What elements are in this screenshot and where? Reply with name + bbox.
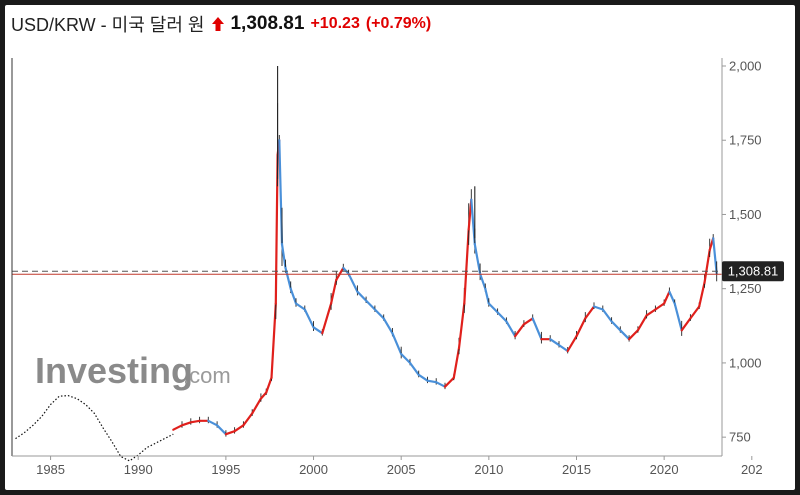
candle-segment: [356, 290, 368, 302]
price-tag-label: 1,308.81: [728, 264, 779, 279]
candle-segment: [610, 320, 622, 332]
y-tick-label: 1,000: [729, 355, 762, 370]
series-pre-1992-line: [15, 394, 174, 462]
candle-segment: [294, 302, 306, 311]
candle-segment: [289, 287, 298, 305]
candle-segment: [207, 419, 219, 427]
candle-segment: [689, 305, 701, 320]
y-tick-label: 1,500: [729, 207, 762, 222]
candle-segment: [189, 419, 201, 424]
candle-segment: [473, 243, 482, 275]
chart-frame: USD/KRW - 미국 달러 원 1,308.81 +10.23 (+0.79…: [5, 5, 795, 490]
y-tick-label: 750: [729, 430, 751, 445]
watermark-suffix: .com: [183, 363, 231, 388]
candle-segment: [487, 302, 499, 314]
y-tick-label: 1,750: [729, 133, 762, 148]
candle-segment: [479, 272, 487, 290]
candle-segment: [712, 237, 718, 275]
quote-header: USD/KRW - 미국 달러 원 1,308.81 +10.23 (+0.79…: [11, 9, 431, 39]
x-tick-label: 2015: [562, 462, 591, 477]
candle-segment: [224, 430, 236, 436]
candle-segment: [645, 308, 657, 317]
candle-segment: [698, 281, 706, 308]
candle-segment: [619, 329, 631, 341]
candle-segment: [233, 424, 245, 433]
x-tick-label: 1985: [36, 462, 65, 477]
candle-segment: [703, 249, 711, 284]
candle-segment: [347, 272, 359, 293]
watermark-brand: Investing: [35, 350, 193, 391]
investing-watermark: Investing .com: [35, 350, 231, 391]
x-tick-label: 2010: [474, 462, 503, 477]
candle-segment: [584, 305, 596, 320]
x-tick-label: 2005: [387, 462, 416, 477]
candle-segment: [680, 317, 692, 332]
axes: 2,000 1,750 1,500 1,250 1,000 750 1985 1990 1995…: [11, 58, 763, 477]
candle-segment: [330, 278, 338, 305]
candle-segment: [242, 412, 254, 427]
candle-segment: [668, 290, 676, 305]
up-arrow-icon: [212, 17, 225, 31]
candle-segment: [513, 323, 526, 338]
candle-segment: [426, 379, 438, 384]
candle-segment: [303, 308, 315, 329]
current-price-tag: 1,308.81: [722, 261, 784, 282]
symbol-title: USD/KRW - 미국 달러 원: [11, 15, 205, 35]
candle-segment: [280, 243, 287, 269]
candle-segment: [452, 347, 461, 379]
candle-segment: [172, 424, 184, 431]
candle-segment: [265, 376, 273, 394]
candle-segment: [531, 317, 543, 341]
series-layer: [15, 66, 718, 462]
candle-segment: [216, 424, 227, 436]
candle-segment: [592, 305, 604, 311]
candle-segment: [435, 381, 447, 388]
candle-segment: [443, 376, 455, 388]
x-tick-label: 202: [741, 462, 763, 477]
candle-segment: [636, 314, 648, 332]
candle-segment: [575, 317, 587, 338]
candle-segment: [417, 373, 429, 382]
candle-segment: [662, 290, 671, 305]
candle-segment: [673, 302, 683, 332]
candle-segment: [522, 317, 534, 326]
candle-segment: [373, 308, 385, 320]
x-tick-label: 2020: [650, 462, 679, 477]
candle-segment: [566, 335, 578, 353]
candle-segment: [391, 332, 403, 356]
candle-segment: [463, 228, 470, 305]
price-change: +10.23: [310, 15, 360, 32]
candle-segment: [457, 302, 466, 350]
candle-segment: [400, 352, 412, 364]
candle-segment: [251, 397, 262, 415]
price-change-percent: (+0.79%): [365, 15, 432, 32]
reference-lines: [12, 270, 722, 275]
y-tick-label: 2,000: [729, 59, 762, 74]
candle-segment: [382, 317, 394, 335]
candle-segment: [484, 287, 490, 305]
candle-segment: [601, 308, 613, 323]
candle-segment: [259, 391, 268, 400]
candle-segment: [180, 421, 192, 427]
candle-segment: [365, 299, 376, 311]
x-tick-label: 1990: [124, 462, 153, 477]
candle-segment: [312, 326, 324, 335]
candle-segment: [505, 320, 517, 338]
x-tick-label: 2000: [299, 462, 328, 477]
candle-segment: [496, 311, 508, 323]
price-tag-background: [722, 261, 784, 282]
last-price: 1,308.81: [230, 13, 305, 34]
candle-segment: [321, 302, 333, 335]
candle-segment: [654, 302, 666, 311]
candle-segment: [270, 302, 277, 379]
candle-segment: [549, 338, 561, 347]
candle-segment: [408, 361, 420, 376]
candle-segment: [557, 344, 569, 353]
candle-segment: [470, 198, 476, 246]
x-tick-label: 1995: [211, 462, 240, 477]
y-tick-label: 1,250: [729, 281, 762, 296]
candle-segment: [627, 329, 640, 341]
